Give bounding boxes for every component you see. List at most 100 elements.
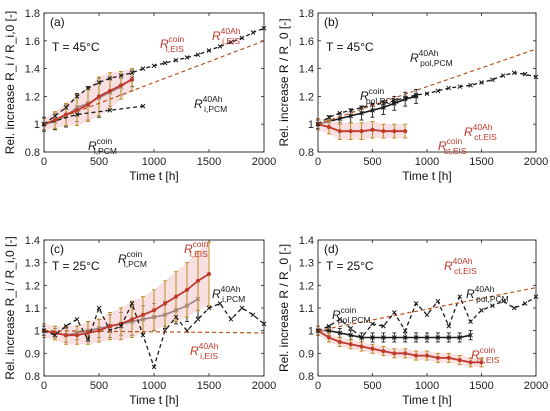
y-tick-label: 1.4 [299,64,314,76]
data-point [85,85,91,91]
data-point [118,323,124,329]
uncertainty-band [44,242,209,345]
y-tick-label: 1.6 [25,36,40,48]
y-tick-label: 1.1 [299,303,314,315]
y-tick-label: 1.6 [299,36,314,48]
data-point [435,298,441,304]
data-point [403,351,408,356]
series-r-ct-eis-40ah [317,287,537,332]
series-line [317,287,537,332]
axes-frame [43,239,265,377]
y-tick-label: 1.1 [25,303,40,315]
series-line [43,40,265,125]
y-axis-label: Rel. increase R / R_0 [-] [277,18,291,146]
x-tick-label: 1500 [469,156,493,168]
data-point [337,129,342,134]
data-point [96,80,102,85]
data-point [129,301,135,306]
data-point [446,335,452,340]
annotation-label: R40Ah i,PCM [212,284,245,304]
annotation-label: R40Ah i,EIS [190,341,219,361]
series-line [43,330,265,334]
data-point [446,85,452,91]
data-point [64,333,68,338]
series-r-ct-eis-coin [316,118,408,140]
panel-d: 0 500 1000 1500 2000 0.8 0.9 1 1.1 1.2 1.3 1.4 (d) T … [277,235,548,407]
temperature-label: T = 25°C [326,259,374,273]
data-point [425,353,429,358]
y-tick-label: 1.4 [25,235,40,247]
data-point [86,102,90,107]
data-point [457,294,463,300]
data-point [184,55,190,60]
y-tick-label: 1 [308,326,314,338]
data-point [391,310,397,315]
y-tick-label: 0.8 [25,147,40,159]
data-point [446,323,452,329]
data-point [391,98,397,103]
x-axis-label: Time t [h] [402,169,452,183]
data-point [250,30,256,35]
y-tick-label: 1.3 [25,258,40,270]
annotation-label: Rcoin i,EIS [160,34,185,54]
data-point [348,107,354,113]
data-point [359,105,364,110]
data-point [152,308,156,313]
data-point [173,57,179,63]
y-tick-label: 1.2 [25,91,40,103]
data-point [228,39,234,45]
x-tick-label: 1500 [197,380,221,392]
data-point [52,332,58,338]
data-point [239,35,245,41]
data-point [402,335,408,340]
y-tick-label: 1.3 [299,258,314,270]
data-point [359,335,364,340]
data-point [118,73,124,78]
data-point [490,303,495,309]
data-point [174,294,178,299]
data-point [435,88,441,94]
y-tick-label: 0.8 [25,371,40,383]
data-point [326,335,331,340]
x-tick-label: 500 [90,380,108,392]
data-point [381,335,386,340]
series-r-i-pcm-40ah [41,25,267,127]
y-tick-label: 1.4 [299,235,314,247]
data-point [141,312,145,317]
y-tick-label: 1.8 [25,8,40,20]
data-point [151,364,157,370]
panel-a: 0 500 1000 1500 2000 0.8 1 1.2 1.4 1.6 1.8 (a) T = 4… [3,8,276,183]
panel-label: (c) [50,242,64,256]
data-point [151,63,157,69]
data-point [490,77,495,83]
data-point [359,129,364,134]
data-point [457,358,462,363]
series-line [43,273,210,337]
x-tick-label: 2000 [252,380,276,392]
x-tick-label: 0 [315,380,321,392]
data-point [107,328,113,334]
y-tick-label: 1.4 [25,64,40,76]
data-point [207,272,211,276]
temperature-label: T = 45°C [52,40,100,54]
series-line [317,329,482,364]
series-r-i-eis-coin [42,68,134,131]
x-tick-label: 2000 [252,156,276,168]
data-point [96,305,102,311]
x-tick-label: 1500 [197,156,221,168]
y-tick-label: 0.8 [299,147,314,159]
data-point [206,48,212,53]
data-point [326,124,331,129]
data-point [500,73,506,78]
data-point [337,110,343,116]
y-tick-label: 1.2 [25,280,40,292]
data-point [348,113,354,119]
data-point [457,84,463,90]
data-point [206,305,212,311]
data-point [217,44,223,49]
data-point [381,349,386,354]
data-point [413,301,419,306]
data-point [479,360,484,365]
data-point [140,66,146,71]
x-axis-label: Time t [h] [129,169,179,183]
